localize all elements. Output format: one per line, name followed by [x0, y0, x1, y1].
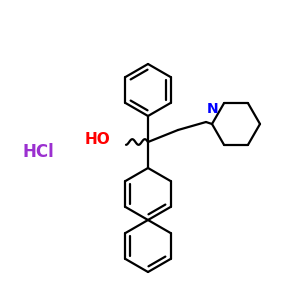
Text: HO: HO [84, 133, 110, 148]
Text: N: N [207, 102, 219, 116]
Text: HCl: HCl [22, 143, 54, 161]
